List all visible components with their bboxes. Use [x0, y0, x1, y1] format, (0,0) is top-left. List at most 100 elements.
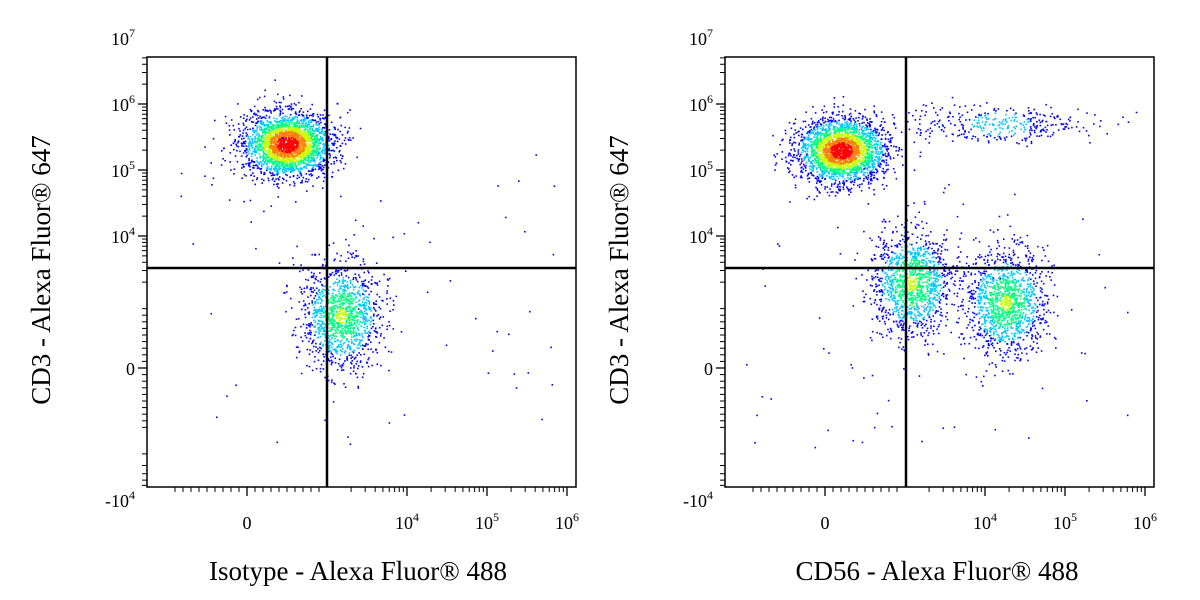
event-dot	[274, 161, 276, 163]
event-dot	[256, 177, 259, 179]
event-dot	[334, 281, 337, 283]
event-dot	[283, 148, 285, 151]
event-dot	[286, 153, 288, 155]
event-dot	[300, 154, 302, 156]
event-dot	[828, 163, 831, 165]
event-dot	[318, 123, 321, 125]
event-dot	[292, 129, 294, 132]
event-dot	[346, 111, 349, 114]
event-dot	[280, 101, 282, 104]
event-dot	[324, 264, 327, 267]
event-dot	[282, 132, 285, 134]
event-dot	[297, 134, 299, 137]
event-dot	[848, 178, 850, 180]
event-dot	[344, 315, 347, 317]
event-dot	[298, 148, 301, 151]
event-dot	[349, 306, 352, 309]
event-dot	[321, 308, 323, 310]
event-dot	[332, 142, 335, 144]
event-dot	[242, 129, 245, 132]
event-dot	[302, 140, 304, 142]
event-dot	[841, 163, 844, 165]
event-dot	[360, 316, 362, 319]
event-dot	[332, 144, 335, 146]
event-dot	[328, 276, 330, 278]
event-dot	[309, 131, 311, 134]
event-dot	[362, 298, 365, 300]
event-dot	[335, 311, 338, 314]
event-dot	[297, 163, 300, 165]
event-dot	[364, 316, 367, 318]
event-dot	[292, 158, 295, 161]
event-dot	[269, 109, 271, 112]
event-dot	[312, 313, 314, 315]
event-dot	[307, 160, 310, 163]
event-dot	[313, 160, 316, 163]
event-dot	[321, 117, 324, 119]
event-dot	[310, 331, 312, 334]
event-dot	[353, 256, 356, 259]
event-dot	[330, 309, 333, 312]
event-dot	[229, 161, 231, 163]
event-dot	[351, 360, 354, 362]
event-dot	[335, 147, 338, 149]
event-dot	[355, 338, 357, 340]
event-dot	[289, 158, 291, 160]
event-dot	[294, 137, 296, 139]
event-dot	[310, 157, 313, 160]
event-dot	[276, 128, 278, 131]
event-dot	[286, 123, 288, 126]
event-dot	[319, 349, 321, 352]
event-dot	[269, 160, 271, 163]
event-dot	[379, 316, 382, 318]
event-dot	[249, 162, 252, 164]
event-dot	[831, 164, 834, 167]
event-dot	[363, 303, 366, 306]
event-dot	[297, 318, 300, 320]
event-dot	[328, 345, 331, 348]
event-dot	[307, 131, 310, 134]
event-dot	[263, 149, 265, 151]
event-dot	[283, 171, 286, 174]
event-dot	[333, 296, 336, 299]
event-dot	[343, 321, 345, 324]
event-dot	[260, 123, 263, 126]
event-dot	[345, 314, 348, 316]
event-dot	[252, 142, 255, 145]
event-dot	[348, 352, 351, 354]
event-dot	[282, 124, 284, 126]
event-dot	[287, 125, 290, 127]
event-dot	[338, 326, 340, 329]
event-dot	[365, 302, 368, 304]
event-dot	[296, 145, 299, 148]
event-dot	[306, 135, 308, 138]
event-dot	[298, 170, 300, 172]
event-dot	[346, 330, 349, 332]
event-dot	[308, 136, 311, 139]
event-dot	[284, 151, 286, 154]
event-dot	[346, 327, 349, 330]
event-dot	[336, 295, 338, 298]
event-dot	[328, 330, 330, 333]
event-dot	[280, 135, 283, 138]
event-dot	[329, 312, 331, 314]
event-dot	[234, 155, 237, 157]
event-dot	[277, 158, 279, 160]
event-dot	[305, 121, 307, 124]
event-dot	[283, 156, 286, 158]
event-dot	[301, 159, 303, 162]
event-dot	[831, 155, 833, 157]
event-dot	[372, 351, 374, 353]
event-dot	[321, 310, 324, 313]
event-dot	[348, 306, 351, 309]
event-dot	[210, 312, 213, 315]
event-dot	[302, 133, 304, 135]
event-dot	[246, 154, 248, 157]
event-dot	[265, 114, 268, 117]
event-dot	[275, 148, 277, 150]
event-dot	[346, 339, 348, 341]
event-dot	[368, 308, 370, 310]
event-dot	[336, 317, 338, 319]
event-dot	[309, 149, 312, 152]
event-dot	[317, 145, 320, 147]
